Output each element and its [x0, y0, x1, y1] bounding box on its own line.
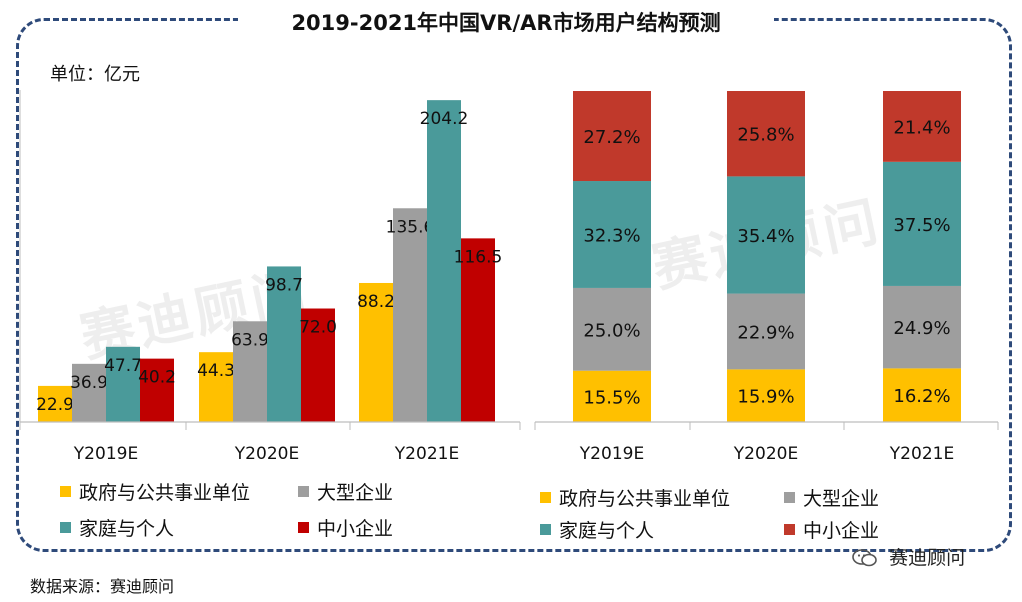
- legend-swatch-home: [540, 524, 551, 535]
- legend-label-large: 大型企业: [317, 478, 393, 505]
- stack-label-home-y2021e: 37.5%: [893, 215, 950, 236]
- stack-label-sme-y2019e: 27.2%: [583, 127, 640, 148]
- stack-label-home-y2020e: 35.4%: [737, 226, 794, 247]
- legend-right-sme: 中小企业: [784, 516, 879, 543]
- legend-label-home: 家庭与个人: [559, 516, 654, 543]
- bar-large-y2021e: [393, 208, 427, 422]
- data-label-home-y2019e: 47.7: [104, 356, 142, 376]
- x-tick-label-y2020e: Y2020E: [234, 444, 299, 464]
- source-note: 数据来源：赛迪顾问: [30, 573, 174, 597]
- legend-swatch-large: [298, 486, 309, 497]
- x-tick-label-right-y2020e: Y2020E: [733, 444, 798, 464]
- legend-label-gov: 政府与公共事业单位: [79, 478, 250, 505]
- data-label-large-y2020e: 63.9: [231, 330, 269, 350]
- stack-label-sme-y2021e: 21.4%: [893, 117, 950, 138]
- brand-name: 赛迪顾问: [889, 547, 965, 569]
- data-label-home-y2021e: 204.2: [420, 109, 469, 129]
- legend-swatch-home: [60, 522, 71, 533]
- legend-left-home: 家庭与个人: [60, 514, 174, 541]
- data-label-large-y2019e: 36.9: [70, 373, 108, 393]
- wechat-icon: [852, 548, 878, 568]
- stack-label-home-y2019e: 32.3%: [583, 225, 640, 246]
- x-tick-label-right-y2019e: Y2019E: [579, 444, 644, 464]
- legend-right-large: 大型企业: [784, 484, 879, 511]
- legend-label-sme: 中小企业: [803, 516, 879, 543]
- legend-label-gov: 政府与公共事业单位: [559, 484, 730, 511]
- legend-right-gov: 政府与公共事业单位: [540, 484, 730, 511]
- stack-label-large-y2020e: 22.9%: [737, 322, 794, 343]
- stack-label-gov-y2021e: 16.2%: [893, 386, 950, 407]
- stack-label-gov-y2020e: 15.9%: [737, 387, 794, 408]
- legend-left-large: 大型企业: [298, 478, 393, 505]
- legend-left-sme: 中小企业: [298, 514, 393, 541]
- brand-mark: 赛迪顾问: [852, 544, 965, 570]
- legend-swatch-gov: [540, 492, 551, 503]
- data-label-home-y2020e: 98.7: [265, 275, 303, 295]
- legend-label-sme: 中小企业: [317, 514, 393, 541]
- x-tick-label-right-y2021e: Y2021E: [889, 444, 954, 464]
- data-label-sme-y2020e: 72.0: [299, 318, 337, 338]
- stack-label-gov-y2019e: 15.5%: [583, 387, 640, 408]
- legend-swatch-sme: [784, 524, 795, 535]
- data-label-sme-y2019e: 40.2: [138, 368, 176, 388]
- x-tick-label-y2019e: Y2019E: [73, 444, 138, 464]
- stack-label-sme-y2020e: 25.8%: [737, 125, 794, 146]
- stack-label-large-y2021e: 24.9%: [893, 318, 950, 339]
- data-label-sme-y2021e: 116.5: [454, 247, 503, 267]
- x-tick-label-y2021e: Y2021E: [394, 444, 459, 464]
- legend-label-large: 大型企业: [803, 484, 879, 511]
- legend-swatch-sme: [298, 522, 309, 533]
- legend-swatch-large: [784, 492, 795, 503]
- legend-swatch-gov: [60, 486, 71, 497]
- data-label-gov-y2019e: 22.9: [36, 395, 74, 415]
- data-label-gov-y2021e: 88.2: [357, 292, 395, 312]
- legend-right-home: 家庭与个人: [540, 516, 654, 543]
- legend-label-home: 家庭与个人: [79, 514, 174, 541]
- stack-label-large-y2019e: 25.0%: [583, 320, 640, 341]
- data-label-gov-y2020e: 44.3: [197, 361, 235, 381]
- legend-left-gov: 政府与公共事业单位: [60, 478, 250, 505]
